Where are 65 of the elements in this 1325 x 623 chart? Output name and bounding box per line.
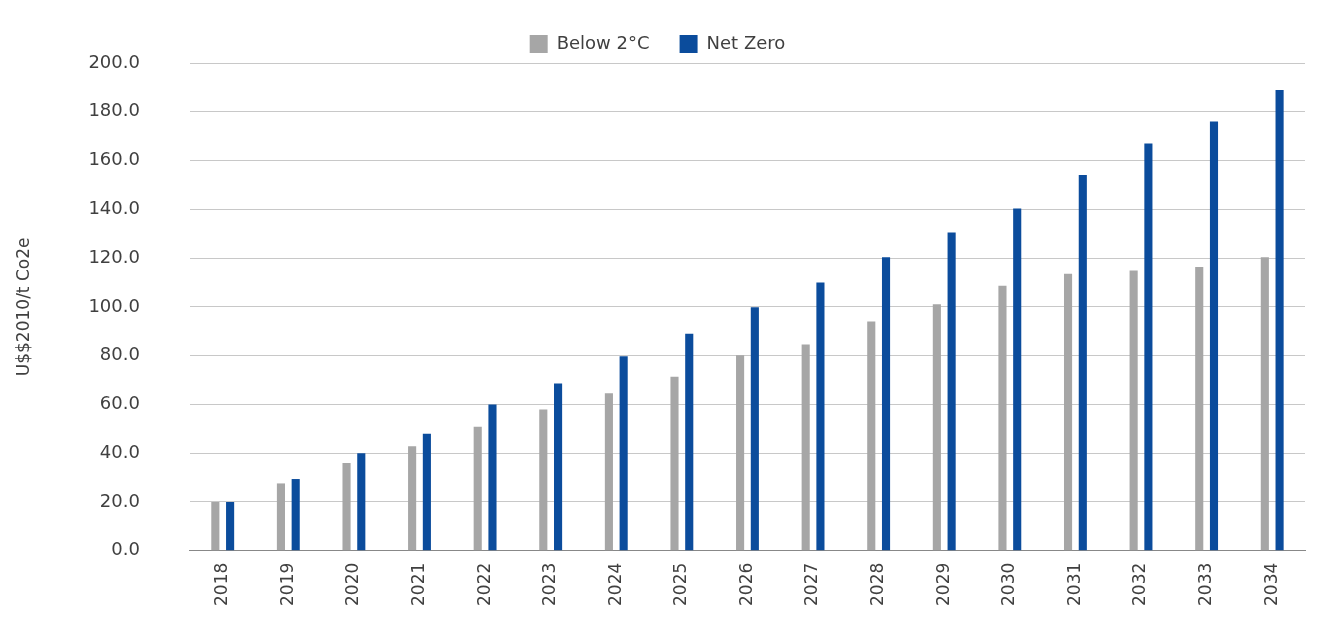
y-tick-label: 60.0 <box>99 392 140 414</box>
x-tick-label: 2031 <box>1063 562 1084 606</box>
bar <box>1275 90 1284 551</box>
bar <box>619 356 628 551</box>
x-tick-label: 2026 <box>735 562 756 606</box>
bar <box>473 426 482 551</box>
bar <box>998 285 1007 551</box>
bar <box>357 453 366 551</box>
bar <box>1129 270 1138 551</box>
legend-label: Below 2°C <box>556 31 650 53</box>
bar <box>211 501 220 551</box>
x-tick-label: 2032 <box>1129 562 1150 606</box>
x-tick-label: 2021 <box>407 562 428 606</box>
bar <box>226 501 235 551</box>
x-tick-label: 2029 <box>932 562 953 606</box>
legend-label: Net Zero <box>706 31 786 53</box>
bar <box>422 433 431 551</box>
y-tick-label: 100.0 <box>88 294 140 316</box>
x-tick-label: 2018 <box>211 562 232 606</box>
y-tick-label: 40.0 <box>99 440 140 462</box>
y-tick-label: 80.0 <box>99 343 140 365</box>
y-tick-label: 0.0 <box>111 538 140 560</box>
x-tick-label: 2028 <box>867 562 888 606</box>
bar <box>1063 273 1073 551</box>
bar <box>539 409 548 551</box>
bar <box>881 257 891 551</box>
x-tick-label: 2023 <box>539 562 560 606</box>
bar <box>1195 267 1204 551</box>
y-tick-label: 20.0 <box>99 489 140 511</box>
x-tick-label: 2034 <box>1260 562 1281 606</box>
bar <box>276 483 285 551</box>
y-tick-label: 200.0 <box>88 50 140 72</box>
bar <box>685 333 694 551</box>
y-axis-title: U$$2010/t Co2e <box>12 237 33 377</box>
x-tick-label: 2030 <box>998 562 1019 606</box>
bar <box>1209 121 1219 551</box>
bar <box>801 344 810 551</box>
bar <box>554 383 563 551</box>
bar <box>1144 143 1153 551</box>
y-tick-label: 120.0 <box>88 245 140 267</box>
bar <box>867 321 876 551</box>
x-tick-label: 2024 <box>604 562 625 606</box>
bar <box>947 232 956 551</box>
bar <box>342 462 351 551</box>
y-tick-label: 140.0 <box>88 196 140 218</box>
y-tick-label: 160.0 <box>88 148 140 170</box>
bar <box>736 355 745 551</box>
x-tick-label: 2022 <box>473 562 494 606</box>
bar <box>816 282 825 551</box>
bar <box>408 446 417 551</box>
bar <box>1013 208 1022 551</box>
bar <box>291 479 300 551</box>
bar <box>670 376 679 551</box>
bar <box>488 404 497 551</box>
bar <box>932 304 941 551</box>
bar <box>1078 174 1087 551</box>
x-tick-label: 2019 <box>276 562 297 606</box>
x-tick-label: 2033 <box>1195 562 1216 606</box>
bar <box>750 307 759 551</box>
x-tick-label: 2027 <box>801 562 822 606</box>
x-tick-label: 2025 <box>670 562 691 606</box>
y-tick-label: 180.0 <box>88 99 140 121</box>
bar <box>1260 257 1269 551</box>
x-tick-label: 2020 <box>342 562 363 606</box>
bar <box>604 393 613 551</box>
